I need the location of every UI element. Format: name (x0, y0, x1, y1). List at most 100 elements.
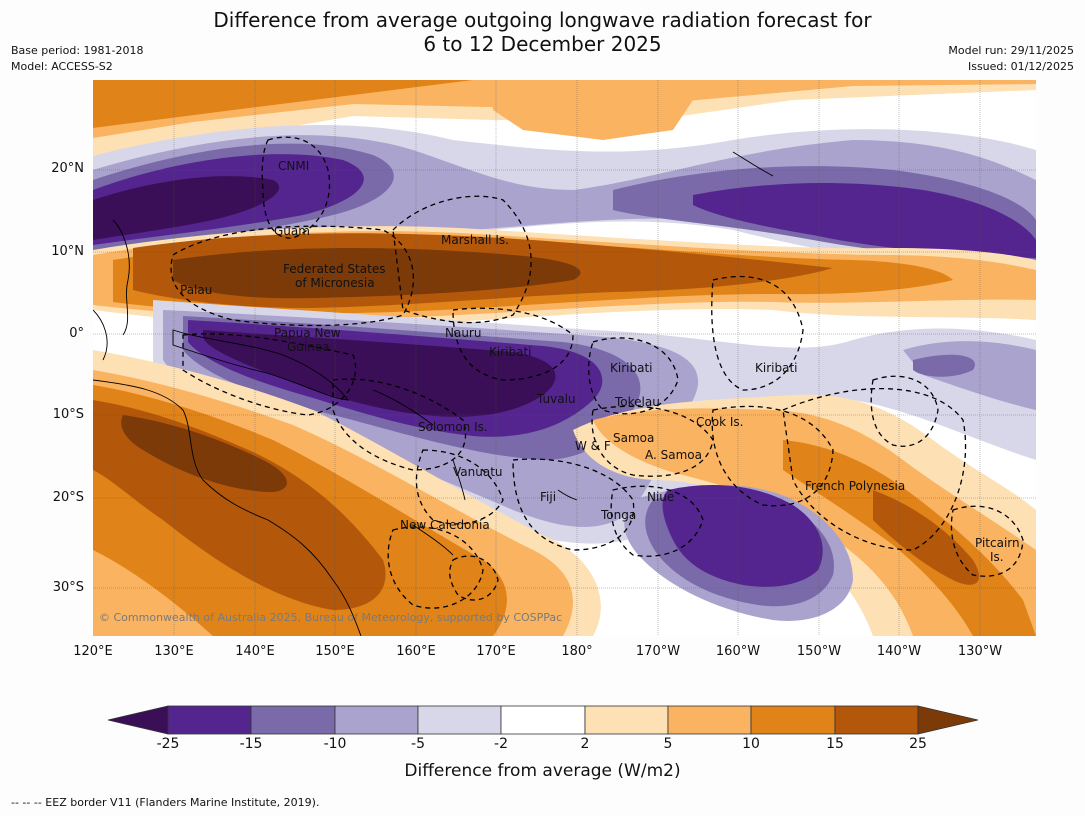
eez-micronesia (170, 225, 415, 327)
base-period: Base period: 1981-2018 (11, 44, 144, 57)
label-wf: W & F (575, 439, 611, 453)
field-se-purple-deep (662, 485, 823, 587)
xtick-160w: 160°W (715, 644, 761, 659)
eez-norfolk (449, 555, 499, 601)
cb-bin-15-25 (834, 705, 919, 735)
label-cnmi: CNMI (278, 159, 309, 173)
graticule (93, 80, 1036, 636)
xtick-170e: 170°E (476, 644, 516, 659)
xtick-150e: 150°E (315, 644, 355, 659)
ytick-0: 0° (69, 326, 84, 341)
cb-bin-2-5 (584, 705, 669, 735)
label-tonga: Tonga (600, 508, 636, 522)
field-north-darkest (93, 176, 280, 240)
xtick-140w: 140°W (876, 644, 922, 659)
eez-niue-tonga (610, 485, 704, 557)
xtick-140e: 140°E (235, 644, 275, 659)
coast-fiji (557, 489, 578, 501)
coast-new-caledonia (412, 524, 454, 556)
map-title: Difference from average outgoing longwav… (0, 8, 1085, 56)
cb-tick-10: 10 (742, 736, 760, 752)
label-french-polynesia: French Polynesia (805, 479, 905, 493)
cb-bin-10-15 (750, 705, 836, 735)
eez-marshall (392, 195, 532, 324)
coast-philippines (112, 219, 130, 336)
label-png-1: Papua New (274, 326, 341, 340)
ytick-10n: 10°N (51, 244, 84, 259)
eez-tokelau-samoa (591, 405, 714, 477)
label-kiribati-c: Kiribati (610, 361, 652, 375)
label-pitcairn-1: Pitcairn (975, 536, 1020, 550)
xtick-160e: 160°E (396, 644, 436, 659)
cb-tick-25: 25 (909, 736, 927, 752)
cb-extend-low (107, 705, 169, 735)
label-png-2: Guinea (287, 340, 330, 354)
label-vanuatu: Vanuatu (453, 465, 503, 479)
label-new-caledonia: New Caledonia (400, 518, 490, 532)
field-north-deep-purple (93, 154, 1036, 258)
copyright-notice: © Commonwealth of Australia 2025, Bureau… (99, 611, 562, 624)
label-tokelau: Tokelau (614, 395, 660, 409)
meta-right: Model run: 29/11/2025 Issued: 01/12/2025 (948, 43, 1074, 75)
label-solomon: Solomon Is. (418, 420, 488, 434)
xtick-150w: 150°W (796, 644, 842, 659)
cb-tick-2: 2 (580, 736, 590, 752)
ytick-20n: 20°N (51, 161, 84, 176)
eez-borders (170, 136, 1024, 609)
label-niue: Niue (647, 490, 674, 504)
xtick-180: 180° (561, 644, 593, 659)
field-north-dark-orange (93, 80, 473, 128)
field-ne-orange-blob (493, 80, 693, 140)
eez-kiribati-w (452, 307, 574, 381)
cb-bin-m5-m2 (417, 705, 502, 735)
label-tuvalu: Tuvalu (536, 392, 576, 406)
colorbar-label: Difference from average (W/m2) (404, 761, 681, 781)
colorbar (107, 705, 979, 735)
cb-tick-m2: -2 (494, 736, 508, 752)
label-fsm-1: Federated States (283, 262, 385, 276)
label-cook: Cook Is. (696, 415, 743, 429)
cb-extend-high (917, 705, 979, 735)
label-palau: Palau (180, 283, 212, 297)
place-labels: CNMI Guam Marshall Is. Federated States … (180, 159, 1020, 564)
label-marshall: Marshall Is. (441, 233, 509, 247)
eez-vanuatu (415, 449, 504, 525)
label-pitcairn-2: Is. (990, 550, 1004, 564)
label-fsm-2: of Micronesia (295, 276, 375, 290)
model-name: Model: ACCESS-S2 (11, 60, 113, 73)
xtick-130e: 130°E (154, 644, 194, 659)
coastlines (93, 151, 774, 636)
eez-cnmi (261, 136, 331, 239)
olr-anomaly-map: CNMI Guam Marshall Is. Federated States … (93, 80, 1036, 636)
ytick-10s: 10°S (52, 407, 84, 422)
field-south-darkest (203, 330, 556, 417)
label-kiribati-w: Kiribati (489, 345, 531, 359)
cb-tick-m10: -10 (323, 736, 347, 752)
label-fiji: Fiji (540, 490, 556, 504)
field-equator-darkest-brown (173, 248, 581, 299)
eez-solomons (332, 378, 467, 471)
cb-tick-5: 5 (663, 736, 673, 752)
label-samoa: Samoa (613, 431, 654, 445)
eez-kiribati-c (588, 337, 679, 415)
label-asamoa: A. Samoa (645, 448, 702, 462)
coast-borneo (93, 309, 108, 361)
coast-solomons (372, 389, 434, 426)
cb-tick-15: 15 (826, 736, 844, 752)
meta-left: Base period: 1981-2018 Model: ACCESS-S2 (11, 43, 143, 75)
xtick-120e: 120°E (73, 644, 113, 659)
label-nauru: Nauru (445, 326, 481, 340)
eez-fiji-tonga (512, 458, 635, 551)
eez-cook (711, 405, 834, 507)
cb-bin-m2-2 (500, 705, 586, 735)
eez-png (182, 333, 357, 416)
title-line-2: 6 to 12 December 2025 (423, 32, 662, 56)
label-guam: Guam (274, 224, 310, 238)
eez-new-caledonia (387, 526, 484, 609)
title-line-1: Difference from average outgoing longwav… (213, 8, 872, 32)
label-kiribati-e: Kiribati (755, 361, 797, 375)
cb-tick-m25: -25 (156, 736, 180, 752)
field-sw-darkest-brown (121, 415, 287, 492)
coast-vanuatu (452, 459, 466, 501)
model-run: Model run: 29/11/2025 (948, 44, 1074, 57)
